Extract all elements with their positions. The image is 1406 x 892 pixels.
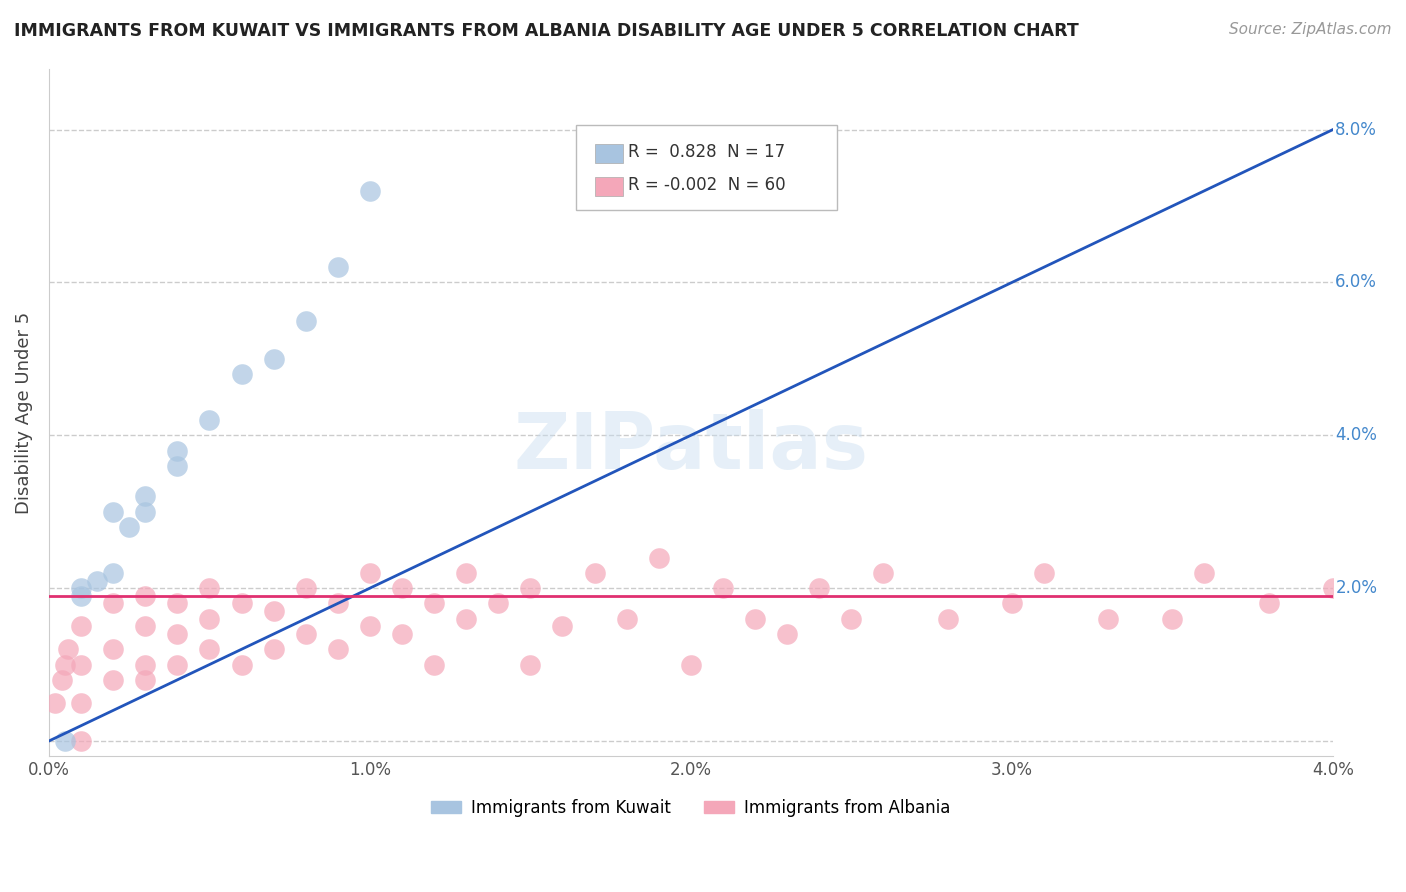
Point (51, 673, 73, 687)
Point (166, 443, 188, 458)
Point (1257, 596, 1279, 610)
Point (294, 627, 316, 641)
Point (936, 612, 959, 626)
Point (166, 627, 188, 641)
Point (58, 642, 80, 657)
Point (70, 619, 93, 633)
Point (53, 657, 76, 672)
Legend: Immigrants from Kuwait, Immigrants from Albania: Immigrants from Kuwait, Immigrants from … (425, 792, 957, 823)
Point (263, 351, 285, 366)
Point (359, 184, 381, 198)
Point (423, 657, 446, 672)
Point (101, 642, 124, 657)
Point (134, 589, 156, 603)
Point (70, 589, 93, 603)
Point (423, 596, 446, 610)
Point (744, 612, 766, 626)
Point (53, 734, 76, 748)
Text: Source: ZipAtlas.com: Source: ZipAtlas.com (1229, 22, 1392, 37)
Point (519, 581, 541, 595)
Point (70, 657, 93, 672)
Point (70, 696, 93, 710)
Point (359, 619, 381, 633)
Point (231, 367, 253, 381)
Point (166, 596, 188, 610)
Point (616, 612, 638, 626)
Point (1001, 596, 1024, 610)
Point (872, 566, 894, 580)
Point (198, 581, 221, 595)
Point (118, 520, 141, 534)
Text: 4.0%: 4.0% (1336, 426, 1378, 444)
Point (583, 566, 606, 580)
Point (486, 596, 509, 610)
Point (101, 596, 124, 610)
Text: IMMIGRANTS FROM KUWAIT VS IMMIGRANTS FROM ALBANIA DISABILITY AGE UNDER 5 CORRELA: IMMIGRANTS FROM KUWAIT VS IMMIGRANTS FRO… (14, 22, 1078, 40)
Point (326, 642, 349, 657)
Text: ZIPatlas: ZIPatlas (513, 409, 869, 484)
Point (648, 550, 671, 565)
Point (326, 260, 349, 275)
Point (134, 490, 156, 504)
Point (134, 505, 156, 519)
Y-axis label: Disability Age Under 5: Disability Age Under 5 (15, 311, 32, 514)
Point (198, 413, 221, 427)
Point (711, 581, 734, 595)
Point (134, 657, 156, 672)
Point (456, 612, 478, 626)
Text: R = -0.002  N = 60: R = -0.002 N = 60 (628, 176, 786, 194)
Point (231, 596, 253, 610)
Point (841, 612, 863, 626)
Point (70, 581, 93, 595)
Point (134, 673, 156, 687)
Point (1386, 596, 1406, 610)
Point (101, 505, 124, 519)
Point (1032, 566, 1054, 580)
Text: 8.0%: 8.0% (1336, 120, 1378, 138)
Point (101, 673, 124, 687)
Text: 6.0%: 6.0% (1336, 274, 1378, 292)
Point (44, 696, 66, 710)
Point (101, 566, 124, 580)
Point (519, 657, 541, 672)
Text: R =  0.828  N = 17: R = 0.828 N = 17 (628, 143, 786, 161)
Point (1161, 612, 1184, 626)
Point (1322, 581, 1344, 595)
Point (198, 612, 221, 626)
Point (198, 642, 221, 657)
Point (679, 657, 702, 672)
Point (1097, 612, 1119, 626)
Point (166, 458, 188, 473)
Point (70, 734, 93, 748)
Point (551, 619, 574, 633)
Point (808, 581, 831, 595)
Point (263, 642, 285, 657)
Point (1194, 566, 1216, 580)
Point (776, 627, 799, 641)
Point (134, 619, 156, 633)
Point (86, 574, 108, 588)
Point (359, 566, 381, 580)
Point (326, 596, 349, 610)
Point (391, 627, 413, 641)
Point (294, 314, 316, 328)
Point (231, 657, 253, 672)
Text: 2.0%: 2.0% (1336, 579, 1378, 597)
Point (166, 657, 188, 672)
Point (263, 604, 285, 618)
Point (294, 581, 316, 595)
Point (456, 566, 478, 580)
Point (391, 581, 413, 595)
